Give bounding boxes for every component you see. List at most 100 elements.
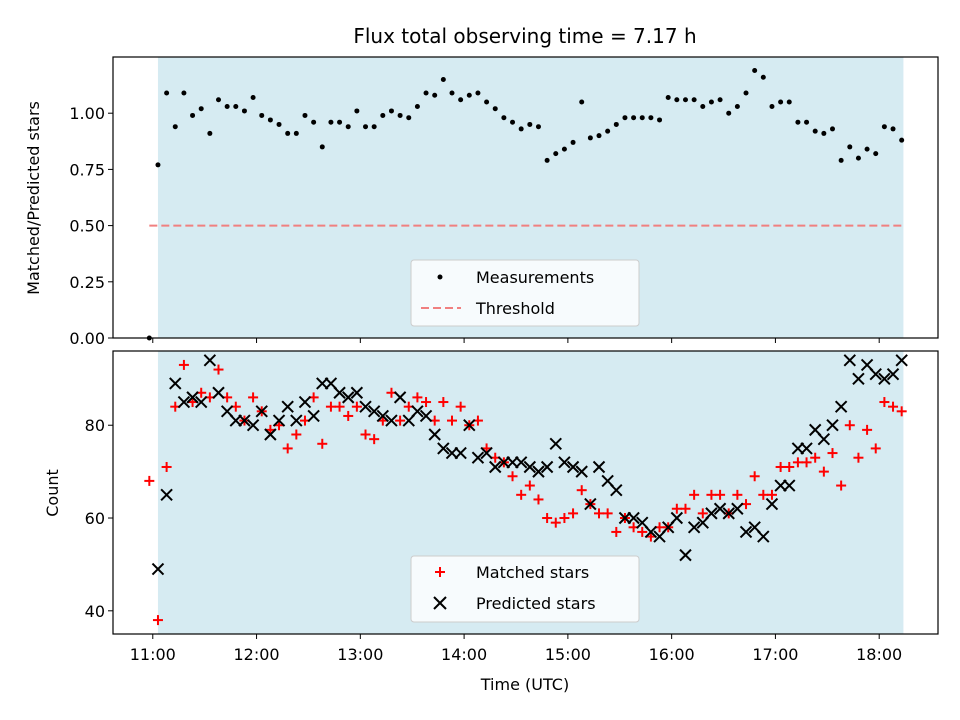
measurement-point [812, 128, 818, 134]
matched-star-point [792, 457, 803, 468]
matched-star-point [576, 485, 587, 496]
y-tick-label: 80 [85, 416, 105, 435]
measurement-point [363, 124, 369, 130]
predicted-star-point [151, 562, 165, 576]
predicted-star-point [480, 446, 493, 460]
predicted-star-point [679, 548, 692, 562]
measurement-point [250, 94, 256, 100]
measurement-point [639, 115, 645, 121]
matched-star-point [706, 489, 717, 500]
bottom-legend: Matched stars Predicted stars [410, 555, 640, 623]
measurement-point [535, 124, 541, 130]
predicted-star-point [264, 428, 277, 441]
measurement-point [190, 112, 196, 118]
measurement-point [233, 103, 239, 109]
predicted-star-point [471, 451, 485, 464]
measurement-point [795, 119, 801, 125]
predicted-star-point [584, 497, 597, 511]
matched-star-point [671, 503, 682, 514]
matched-star-point [732, 489, 743, 500]
matched-star-point [784, 461, 795, 472]
measurement-point [510, 119, 516, 125]
measurement-point [406, 115, 412, 121]
matched-star-point [248, 392, 259, 403]
matched-star-point [715, 489, 726, 500]
matched-star-point [317, 438, 328, 449]
measurement-point [328, 119, 334, 125]
predicted-star-point [895, 354, 908, 367]
x-tick-label: 16:00 [649, 645, 695, 664]
predicted-star-point [411, 405, 424, 418]
matched-star-point [844, 420, 855, 431]
matched-star-point [507, 471, 518, 482]
legend-matched-marker [435, 567, 445, 577]
matched-star-point [637, 526, 648, 537]
measurement-point [743, 90, 749, 96]
matched-star-point [161, 461, 172, 472]
predicted-star-point [670, 511, 684, 525]
measurement-point [466, 92, 472, 98]
measurement-points [146, 67, 905, 341]
matched-star-point [291, 429, 302, 440]
matched-star-point [178, 359, 189, 370]
predicted-star-point [160, 488, 173, 502]
measurement-point [216, 97, 222, 103]
matched-star-point [455, 401, 466, 412]
measurement-point [440, 76, 446, 82]
predicted-star-point [489, 460, 502, 474]
measurement-point [778, 99, 784, 105]
matched-star-point [749, 471, 760, 482]
measurement-point [267, 117, 273, 123]
measurement-point [293, 130, 299, 136]
measurement-point [864, 146, 870, 152]
legend-measurements-label: Measurements [476, 268, 594, 287]
measurement-point [829, 126, 835, 132]
predicted-star-point [540, 460, 554, 474]
measurement-point [674, 97, 680, 103]
measurement-point [259, 112, 265, 118]
predicted-star-point [765, 497, 779, 511]
measurement-point [881, 124, 887, 130]
predicted-star-point [817, 432, 831, 446]
top-y-axis-label: Matched/Predicted stars [24, 101, 43, 295]
measurement-point [388, 108, 394, 114]
predicted-star-point [281, 400, 294, 413]
legend-predicted-label: Predicted stars [476, 594, 596, 613]
predicted-star-point [333, 386, 346, 399]
predicted-star-point [419, 409, 433, 423]
measurement-point [726, 110, 732, 116]
predicted-star-point [834, 400, 848, 413]
matched-star-point [810, 452, 821, 463]
top-panel: 0.00 0.25 0.50 0.75 1.00 Matched/Predicted s… [24, 56, 939, 348]
predicted-star-point [514, 456, 528, 469]
bottom-plot-frame [112, 350, 939, 635]
measurement-point [311, 119, 317, 125]
legend-threshold-label: Threshold [475, 299, 555, 318]
matched-star-point [559, 513, 570, 524]
predicted-star-point [731, 502, 744, 515]
matched-star-point [343, 410, 354, 421]
matched-star-point [446, 415, 457, 426]
measurement-point [354, 108, 360, 114]
measurement-point [172, 124, 178, 130]
measurement-point [605, 128, 611, 134]
measurement-point [804, 119, 810, 125]
predicted-star-point [298, 395, 312, 409]
measurement-point [561, 146, 567, 152]
predicted-star-point [376, 409, 390, 423]
measurement-point [838, 157, 844, 163]
matched-star-point [689, 489, 700, 500]
matched-star-point [818, 466, 829, 477]
y-tick-label: 60 [85, 509, 105, 528]
predicted-star-point [463, 419, 476, 432]
matched-star-point [533, 494, 544, 505]
predicted-star-point [350, 386, 364, 399]
x-axis-label: Time (UTC) [480, 675, 569, 694]
measurement-point [527, 121, 533, 127]
predicted-star-point [869, 367, 882, 381]
measurement-point [198, 106, 204, 112]
measurement-point [432, 92, 438, 98]
predicted-star-point [272, 414, 286, 427]
x-tick-label: 14:00 [441, 645, 487, 664]
predicted-star-point [687, 521, 701, 534]
